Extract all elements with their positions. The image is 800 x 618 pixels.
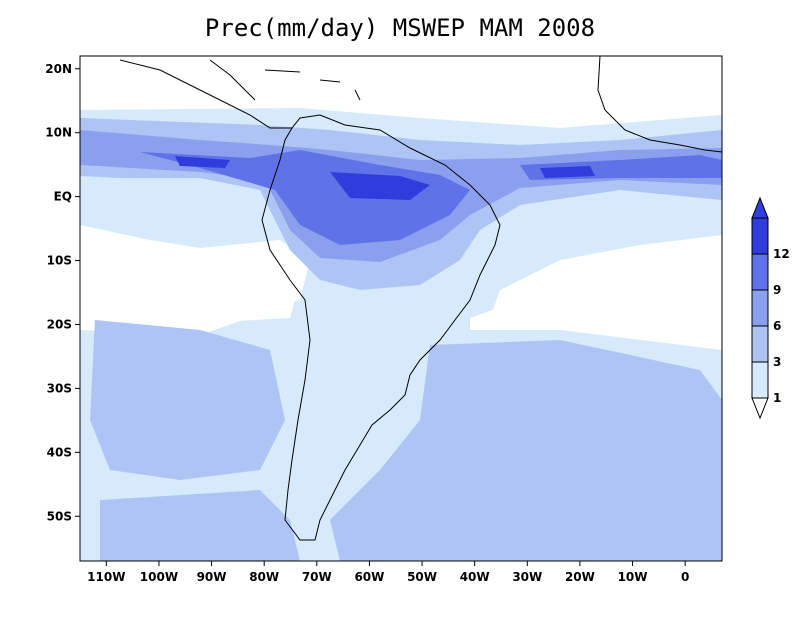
africa-coast bbox=[597, 56, 722, 153]
lat-tick-label: 30S bbox=[47, 381, 72, 395]
colorbar-segment bbox=[751, 217, 769, 255]
plot-frame bbox=[79, 55, 723, 562]
map-title: Prec(mm/day) MSWEP MAM 2008 bbox=[204, 14, 596, 42]
colorbar-min-triangle bbox=[751, 397, 769, 420]
map-plot-area bbox=[80, 56, 722, 561]
lon-tick-label: 100W bbox=[140, 570, 178, 584]
precip-level-3-south-atlantic bbox=[330, 340, 722, 561]
colorbar-segment bbox=[751, 289, 769, 327]
colorbar-level-label: 3 bbox=[773, 355, 781, 369]
lon-tick-label: 60W bbox=[354, 570, 384, 584]
lon-tick-label: 110W bbox=[87, 570, 125, 584]
lat-tick-label: 40S bbox=[47, 445, 72, 459]
colorbar-level-label: 6 bbox=[773, 319, 781, 333]
dry-atlantic-region bbox=[490, 235, 722, 335]
colorbar: 1 3 6 9 12 bbox=[751, 196, 790, 420]
lat-tick-label: 10S bbox=[47, 254, 72, 268]
colorbar-max-triangle bbox=[751, 196, 769, 219]
lon-tick-label: 40W bbox=[460, 570, 490, 584]
lon-tick-label: 10W bbox=[618, 570, 648, 584]
central-america-coast bbox=[119, 59, 292, 129]
lon-tick-label: 80W bbox=[249, 570, 279, 584]
dry-pacific-region bbox=[80, 232, 300, 322]
lon-tick-label: 70W bbox=[302, 570, 332, 584]
colorbar-level-label: 9 bbox=[773, 283, 781, 297]
precip-level-12-core bbox=[175, 156, 595, 200]
lon-tick-label: 90W bbox=[197, 570, 227, 584]
lon-tick-label: 50W bbox=[407, 570, 437, 584]
colorbar-segment bbox=[751, 253, 769, 291]
south-america-coast bbox=[261, 114, 501, 541]
lon-tick-label: 30W bbox=[512, 570, 542, 584]
lon-tick-label: 0 bbox=[681, 570, 689, 584]
lat-tick-label: 50S bbox=[47, 509, 72, 523]
precip-level-9-amazon bbox=[140, 150, 470, 245]
colorbar-segment bbox=[751, 325, 769, 363]
lon-tick-label: 20W bbox=[565, 570, 595, 584]
precip-level-3-south-pacific bbox=[90, 320, 285, 480]
caribbean-islands bbox=[264, 69, 361, 101]
lat-tick-label: 10N bbox=[45, 126, 72, 140]
lat-tick-label: EQ bbox=[54, 190, 72, 204]
colorbar-segment bbox=[751, 361, 769, 399]
lat-tick-label: 20S bbox=[47, 317, 72, 331]
colorbar-level-label: 12 bbox=[773, 247, 790, 261]
lat-tick-label: 20N bbox=[45, 62, 72, 76]
coastlines bbox=[119, 56, 722, 541]
precip-level-3-south-pacific-2 bbox=[100, 490, 300, 561]
longitude-axis: 110W 100W 90W 80W 70W 60W 50W 40W 30W 20W 10W 0 bbox=[87, 561, 689, 584]
colorbar-level-label: 1 bbox=[773, 391, 781, 405]
latitude-axis: 20N 10N EQ 10S 20S 30S 40S 50S bbox=[45, 62, 80, 523]
